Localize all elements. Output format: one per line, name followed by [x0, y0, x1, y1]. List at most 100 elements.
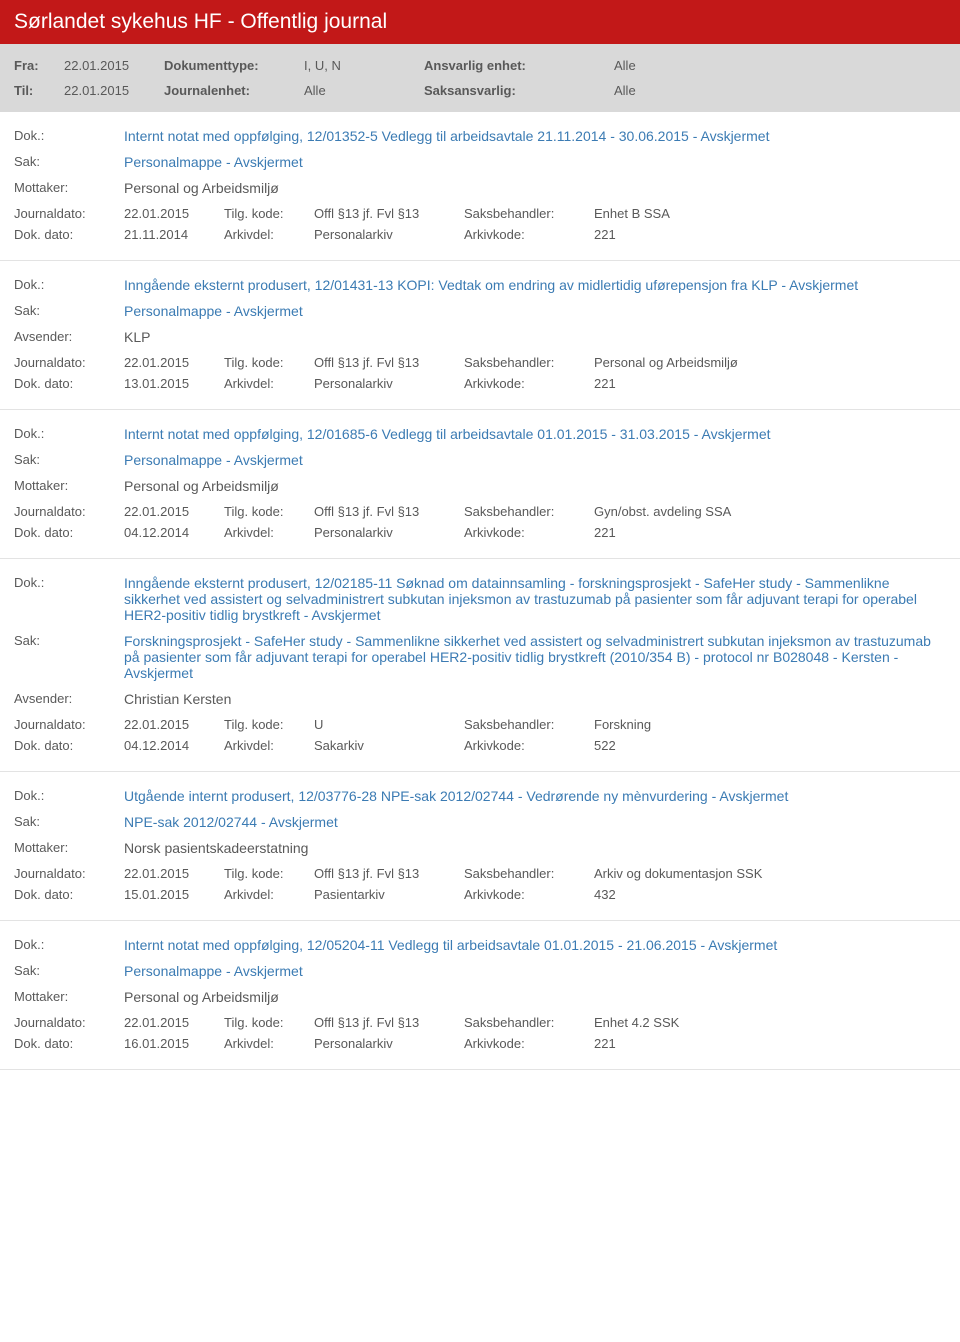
- sak-label: Sak:: [14, 452, 124, 467]
- party-label: Mottaker:: [14, 478, 124, 493]
- doktype-label: Dokumenttype:: [164, 58, 304, 73]
- saksbehandler-label: Saksbehandler:: [464, 717, 594, 732]
- party-label: Avsender:: [14, 691, 124, 706]
- arkivkode-label: Arkivkode:: [464, 1036, 594, 1051]
- arkivkode-value: 221: [594, 376, 946, 391]
- journal-entry: Dok.: Inngående eksternt produsert, 12/0…: [0, 559, 960, 772]
- dok-title[interactable]: Inngående eksternt produsert, 12/02185-1…: [124, 575, 946, 623]
- til-value: 22.01.2015: [64, 83, 164, 98]
- ansvarlig-value: Alle: [614, 58, 946, 73]
- saksbehandler-value: Forskning: [594, 717, 946, 732]
- fra-value: 22.01.2015: [64, 58, 164, 73]
- party-value: Norsk pasientskadeerstatning: [124, 840, 946, 856]
- arkivdel-value: Personalarkiv: [314, 525, 464, 540]
- sak-label: Sak:: [14, 154, 124, 169]
- journaldato-label: Journaldato:: [14, 1015, 124, 1030]
- tilgkode-label: Tilg. kode:: [224, 355, 314, 370]
- arkivdel-value: Personalarkiv: [314, 227, 464, 242]
- saksbehandler-value: Gyn/obst. avdeling SSA: [594, 504, 946, 519]
- dokdato-value: 04.12.2014: [124, 738, 224, 753]
- party-value: Personal og Arbeidsmiljø: [124, 989, 946, 1005]
- journaldato-label: Journaldato:: [14, 717, 124, 732]
- saksbehandler-label: Saksbehandler:: [464, 504, 594, 519]
- journal-entry: Dok.: Inngående eksternt produsert, 12/0…: [0, 261, 960, 410]
- arkivdel-label: Arkivdel:: [224, 227, 314, 242]
- tilgkode-label: Tilg. kode:: [224, 717, 314, 732]
- party-label: Mottaker:: [14, 840, 124, 855]
- til-label: Til:: [14, 83, 64, 98]
- saksbehandler-value: Arkiv og dokumentasjon SSK: [594, 866, 946, 881]
- saksbehandler-label: Saksbehandler:: [464, 206, 594, 221]
- dokdato-label: Dok. dato:: [14, 1036, 124, 1051]
- dokdato-label: Dok. dato:: [14, 227, 124, 242]
- tilgkode-label: Tilg. kode:: [224, 1015, 314, 1030]
- dok-label: Dok.:: [14, 788, 124, 803]
- party-value: KLP: [124, 329, 946, 345]
- dokdato-value: 16.01.2015: [124, 1036, 224, 1051]
- party-label: Avsender:: [14, 329, 124, 344]
- tilgkode-value: Offl §13 jf. Fvl §13: [314, 206, 464, 221]
- journaldato-label: Journaldato:: [14, 206, 124, 221]
- tilgkode-value: Offl §13 jf. Fvl §13: [314, 1015, 464, 1030]
- arkivdel-value: Sakarkiv: [314, 738, 464, 753]
- arkivdel-label: Arkivdel:: [224, 525, 314, 540]
- dokdato-label: Dok. dato:: [14, 376, 124, 391]
- sak-label: Sak:: [14, 303, 124, 318]
- dok-title[interactable]: Internt notat med oppfølging, 12/05204-1…: [124, 937, 946, 953]
- dokdato-value: 15.01.2015: [124, 887, 224, 902]
- dokdato-value: 13.01.2015: [124, 376, 224, 391]
- arkivkode-label: Arkivkode:: [464, 525, 594, 540]
- journaldato-value: 22.01.2015: [124, 504, 224, 519]
- doktype-value: I, U, N: [304, 58, 424, 73]
- arkivkode-value: 221: [594, 525, 946, 540]
- ansvarlig-label: Ansvarlig enhet:: [424, 58, 614, 73]
- dok-title[interactable]: Inngående eksternt produsert, 12/01431-1…: [124, 277, 946, 293]
- dok-label: Dok.:: [14, 575, 124, 590]
- party-label: Mottaker:: [14, 180, 124, 195]
- sak-label: Sak:: [14, 633, 124, 648]
- journalenhet-value: Alle: [304, 83, 424, 98]
- arkivkode-value: 432: [594, 887, 946, 902]
- dok-label: Dok.:: [14, 277, 124, 292]
- arkivkode-label: Arkivkode:: [464, 887, 594, 902]
- dokdato-label: Dok. dato:: [14, 525, 124, 540]
- arkivdel-label: Arkivdel:: [224, 1036, 314, 1051]
- dokdato-value: 04.12.2014: [124, 525, 224, 540]
- arkivkode-label: Arkivkode:: [464, 227, 594, 242]
- dokdato-value: 21.11.2014: [124, 227, 224, 242]
- dokdato-label: Dok. dato:: [14, 887, 124, 902]
- journaldato-label: Journaldato:: [14, 866, 124, 881]
- arkivkode-label: Arkivkode:: [464, 376, 594, 391]
- filter-bar: Fra: 22.01.2015 Dokumenttype: I, U, N An…: [0, 44, 960, 112]
- sak-value: Personalmappe - Avskjermet: [124, 452, 946, 468]
- party-value: Personal og Arbeidsmiljø: [124, 180, 946, 196]
- arkivdel-label: Arkivdel:: [224, 887, 314, 902]
- journaldato-value: 22.01.2015: [124, 1015, 224, 1030]
- party-value: Personal og Arbeidsmiljø: [124, 478, 946, 494]
- arkivkode-value: 221: [594, 227, 946, 242]
- tilgkode-value: Offl §13 jf. Fvl §13: [314, 504, 464, 519]
- tilgkode-value: U: [314, 717, 464, 732]
- arkivkode-value: 221: [594, 1036, 946, 1051]
- journal-entry: Dok.: Internt notat med oppfølging, 12/0…: [0, 410, 960, 559]
- journal-entry: Dok.: Internt notat med oppfølging, 12/0…: [0, 921, 960, 1070]
- journalenhet-label: Journalenhet:: [164, 83, 304, 98]
- tilgkode-label: Tilg. kode:: [224, 504, 314, 519]
- arkivkode-value: 522: [594, 738, 946, 753]
- dok-title[interactable]: Internt notat med oppfølging, 12/01352-5…: [124, 128, 946, 144]
- dok-label: Dok.:: [14, 128, 124, 143]
- arkivdel-label: Arkivdel:: [224, 738, 314, 753]
- sak-value: Personalmappe - Avskjermet: [124, 303, 946, 319]
- sak-label: Sak:: [14, 814, 124, 829]
- arkivdel-label: Arkivdel:: [224, 376, 314, 391]
- sak-value: NPE-sak 2012/02744 - Avskjermet: [124, 814, 946, 830]
- dok-title[interactable]: Utgående internt produsert, 12/03776-28 …: [124, 788, 946, 804]
- sak-value: Personalmappe - Avskjermet: [124, 154, 946, 170]
- arkivkode-label: Arkivkode:: [464, 738, 594, 753]
- dok-title[interactable]: Internt notat med oppfølging, 12/01685-6…: [124, 426, 946, 442]
- sak-value: Forskningsprosjekt - SafeHer study - Sam…: [124, 633, 946, 681]
- tilgkode-value: Offl §13 jf. Fvl §13: [314, 355, 464, 370]
- dokdato-label: Dok. dato:: [14, 738, 124, 753]
- tilgkode-value: Offl §13 jf. Fvl §13: [314, 866, 464, 881]
- journaldato-value: 22.01.2015: [124, 206, 224, 221]
